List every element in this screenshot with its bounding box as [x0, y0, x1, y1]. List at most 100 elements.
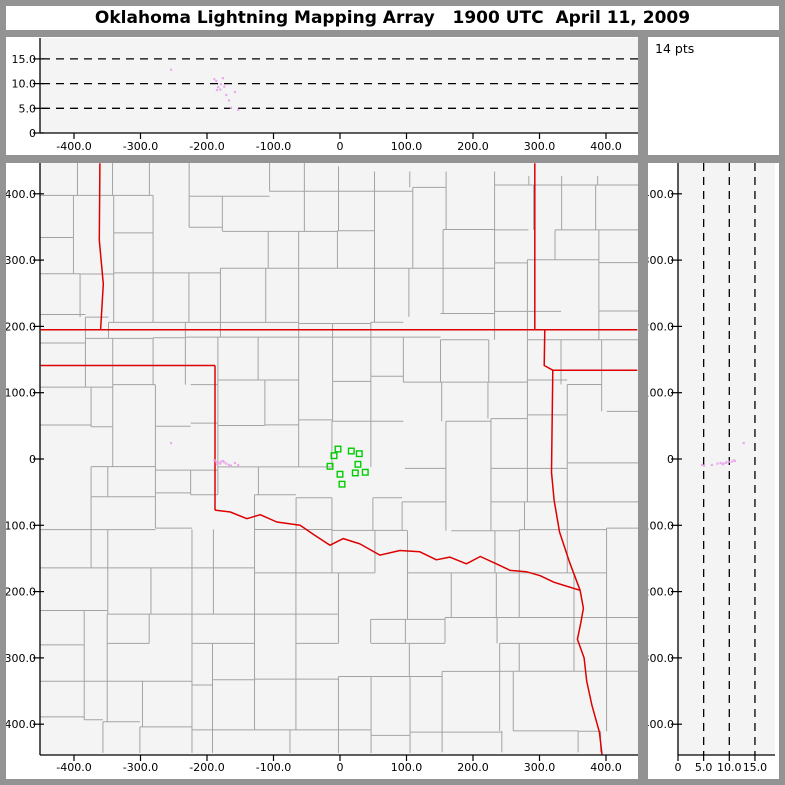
source-point	[217, 461, 220, 465]
station-marker	[347, 447, 355, 455]
source-point	[223, 85, 226, 88]
x-tick-label: 300.0	[524, 761, 556, 774]
source-point	[742, 441, 745, 445]
source-point	[719, 461, 722, 465]
y-tick-label: -100.0	[6, 519, 36, 532]
red-river-texas-oklahoma-border	[214, 509, 581, 592]
y-tick-label: 300.0	[6, 254, 36, 267]
altitude-histogram-panel[interactable]: 14 pts	[648, 37, 779, 155]
ew-plot-area[interactable]	[40, 38, 638, 133]
state-border-texas-arkansas-south	[576, 590, 603, 755]
x-tick-label: 100.0	[391, 761, 423, 774]
source-point	[215, 460, 218, 463]
station-marker	[361, 468, 369, 476]
altitude-ew-plot[interactable]: 0 5.0 10.0 15.0 -400.0 -300.0 -200.0 -100.0 0 100…	[6, 37, 638, 155]
source-point	[215, 88, 219, 92]
mid-separator	[6, 155, 779, 163]
y-tick-label: -300.0	[6, 652, 36, 665]
x-tick-label: -300.0	[123, 761, 158, 774]
source-point	[219, 88, 222, 91]
county-lines	[40, 163, 638, 754]
source-point	[730, 460, 733, 463]
y-tick-label: -100.0	[648, 519, 674, 532]
source-point	[229, 106, 233, 109]
x-tick-label: 200.0	[457, 140, 489, 153]
y-tick-label: -400.0	[648, 718, 674, 731]
station-marker	[326, 462, 334, 470]
x-tick-label: -100.0	[256, 761, 291, 774]
top-row-divider	[638, 37, 648, 155]
x-tick-label: 400.0	[590, 140, 622, 153]
main-row-divider	[638, 163, 648, 779]
source-point	[221, 77, 225, 80]
state-border-oklahoma-arkansas	[543, 329, 581, 591]
page-title: Oklahoma Lightning Mapping Array 1900 UT…	[6, 6, 779, 30]
x-tick-label: -300.0	[123, 140, 158, 153]
x-tick-label: -200.0	[189, 140, 224, 153]
source-point	[227, 463, 231, 467]
y-tick-label: 400.0	[6, 188, 36, 201]
y-tick-label: 5.0	[19, 102, 37, 115]
x-tick-label: -100.0	[256, 140, 291, 153]
source-point	[219, 462, 222, 465]
altitude-vs-east-west-panel[interactable]: 0 5.0 10.0 15.0 -400.0 -300.0 -200.0 -100.0 0 100…	[6, 37, 638, 155]
source-point	[233, 90, 237, 94]
y-tick-label: 200.0	[6, 320, 36, 333]
x-tick-label: 0	[337, 761, 344, 774]
station-marker	[338, 480, 346, 488]
x-tick-label: 100.0	[391, 140, 423, 153]
y-tick-label: 0	[667, 453, 674, 466]
source-point	[219, 82, 223, 86]
source-point	[169, 441, 173, 445]
x-tick-label: 0	[337, 140, 344, 153]
y-tick-label: 10.0	[12, 78, 37, 91]
x-tick-label: 10.0	[717, 761, 742, 774]
altitude-vs-north-south-panel[interactable]: 400.0 300.0 200.0 100.0 0 -100.0 -200.0 -300.0 -…	[648, 163, 779, 779]
plan-view-plot[interactable]: 400.0 300.0 200.0 100.0 0 -100.0 -200.0 -300.0 -…	[6, 163, 638, 779]
source-point	[229, 464, 233, 467]
source-point	[225, 93, 228, 97]
y-tick-label: 300.0	[648, 254, 674, 267]
ns-plot-area[interactable]	[678, 163, 775, 755]
x-tick-label: -200.0	[189, 761, 224, 774]
x-tick-label: -400.0	[56, 140, 91, 153]
source-point	[703, 464, 706, 467]
source-point	[213, 78, 216, 81]
y-tick-label: 200.0	[648, 320, 674, 333]
x-tick-label: 200.0	[457, 761, 489, 774]
source-point	[727, 460, 730, 463]
source-point	[215, 463, 219, 466]
plan-view-map-panel[interactable]: 400.0 300.0 200.0 100.0 0 -100.0 -200.0 -300.0 -…	[6, 163, 638, 779]
y-tick-label: 0	[29, 127, 36, 140]
y-tick-label: 400.0	[648, 188, 674, 201]
y-tick-label: 100.0	[648, 387, 674, 400]
source-point	[219, 460, 223, 463]
state-border-west-vertical-border	[98, 163, 105, 330]
points-count-label: 14 pts	[655, 41, 695, 56]
y-tick-label: 0	[29, 453, 36, 466]
source-point	[215, 80, 218, 83]
y-tick-label: -200.0	[648, 586, 674, 599]
station-marker	[354, 460, 362, 468]
station-marker	[330, 452, 338, 460]
x-tick-label: 400.0	[590, 761, 622, 774]
y-tick-label: 100.0	[6, 387, 36, 400]
altitude-ns-plot[interactable]: 400.0 300.0 200.0 100.0 0 -100.0 -200.0 -300.0 -…	[648, 163, 779, 779]
source-point	[725, 461, 728, 464]
source-point	[733, 459, 737, 463]
station-marker	[336, 470, 344, 478]
source-point	[722, 462, 725, 465]
station-marker	[334, 445, 342, 453]
y-tick-label: 15.0	[12, 53, 37, 66]
title-separator	[6, 30, 779, 37]
source-point	[169, 68, 173, 71]
map-plot-area[interactable]	[40, 163, 638, 755]
source-point	[710, 463, 713, 467]
map-layers	[40, 163, 638, 755]
source-point	[237, 108, 240, 111]
x-tick-label: -400.0	[56, 761, 91, 774]
station-marker	[355, 450, 363, 458]
source-point	[217, 85, 220, 89]
source-point	[213, 459, 216, 462]
source-point	[233, 461, 237, 465]
